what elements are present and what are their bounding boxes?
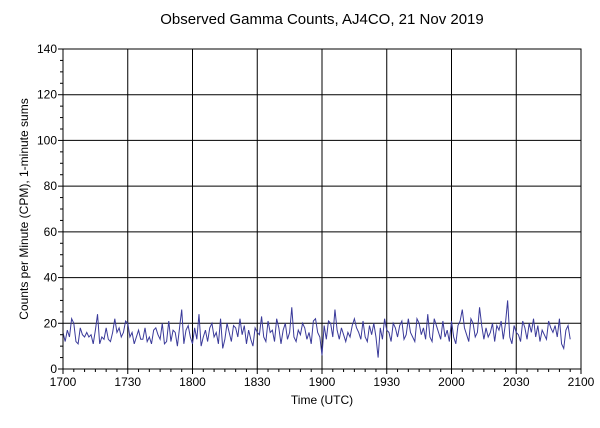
y-axis-ticks: 0 20 40 60 80 100 120 140 (37, 42, 63, 376)
x-tick-label: 1830 (244, 375, 271, 389)
y-tick-label: 0 (50, 362, 57, 376)
x-tick-label: 1900 (309, 375, 336, 389)
chart-title: Observed Gamma Counts, AJ4CO, 21 Nov 201… (160, 11, 484, 28)
grid-lines (63, 49, 581, 369)
series-line (62, 300, 571, 358)
y-tick-label: 80 (44, 179, 58, 193)
y-tick-label: 20 (44, 316, 58, 330)
x-tick-label: 1800 (179, 375, 206, 389)
x-tick-label: 1700 (50, 375, 77, 389)
x-tick-label: 2100 (568, 375, 595, 389)
x-tick-label: 1730 (114, 375, 141, 389)
y-tick-label: 120 (37, 88, 57, 102)
x-tick-label: 1930 (373, 375, 400, 389)
y-tick-label: 40 (44, 271, 58, 285)
y-tick-label: 60 (44, 225, 58, 239)
x-axis-ticks: 1700 1730 1800 1830 1900 1930 2000 2030 2100 (50, 369, 595, 389)
x-tick-label: 2030 (503, 375, 530, 389)
x-axis-label: Time (UTC) (291, 393, 353, 407)
y-tick-label: 140 (37, 42, 57, 56)
y-axis-label: Counts per Minute (CPM), 1-minute sums (17, 98, 31, 319)
x-tick-label: 2000 (438, 375, 465, 389)
y-tick-label: 100 (37, 133, 57, 147)
plot-frame (62, 48, 582, 370)
